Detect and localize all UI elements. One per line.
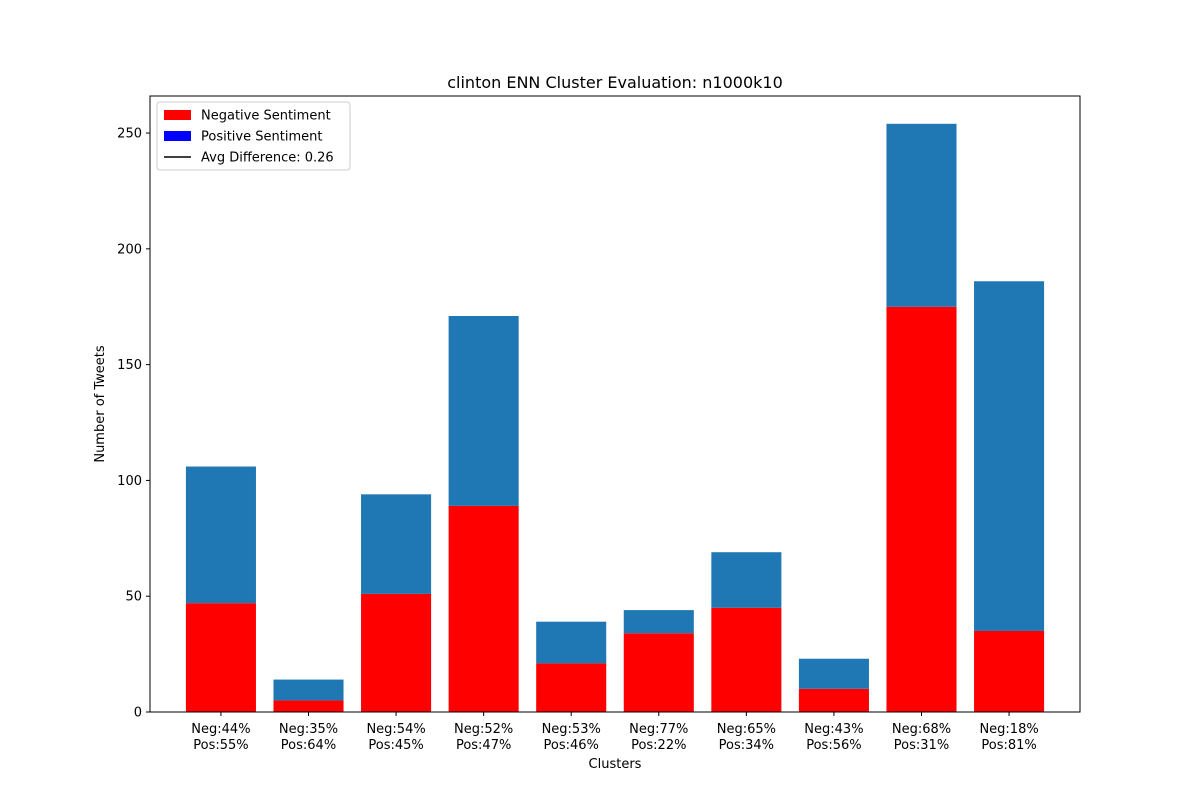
negative-bar-2 [273,700,344,712]
plot-frame [149,95,1081,713]
x-tick-label: Neg:53% Pos:46% [542,722,601,753]
x-axis-label: Clusters [589,757,642,772]
chart-title: clinton ENN Cluster Evaluation: n1000k10 [447,73,783,92]
y-tick-label: 200 [117,242,142,257]
negative-bar-10 [974,630,1045,712]
x-tick-label: Neg:54% Pos:45% [366,722,425,753]
legend-label-negative-sentiment: Negative Sentiment [201,109,331,124]
y-tick-label: 150 [117,358,142,373]
legend-swatch-positive-sentiment [164,131,191,141]
legend-label-avg-difference-0-26: Avg Difference: 0.26 [201,151,334,166]
x-tick-label: Neg:35% Pos:64% [279,722,338,753]
positive-bar-5 [536,621,607,664]
positive-bar-6 [623,610,694,634]
y-axis-label: Number of Tweets [93,345,108,463]
x-tick-label: Neg:18% Pos:81% [979,722,1038,753]
x-tick-label: Neg:77% Pos:22% [629,722,688,753]
x-tick-label: Neg:65% Pos:34% [717,722,776,753]
negative-bar-7 [711,607,782,712]
x-tick-label: Neg:43% Pos:56% [804,722,863,753]
legend-swatch-negative-sentiment [164,110,191,120]
negative-bar-1 [185,603,256,712]
positive-bar-1 [185,466,256,604]
positive-bar-10 [974,281,1045,631]
y-tick-label: 0 [134,706,142,721]
negative-bar-5 [536,663,607,712]
x-tick-label: Neg:68% Pos:31% [892,722,951,753]
y-tick-label: 100 [117,474,142,489]
negative-bar-6 [623,633,694,712]
y-tick-label: 50 [125,590,142,605]
positive-bar-8 [798,658,869,689]
positive-bar-9 [886,123,957,307]
legend: Negative Sentiment Positive Sentiment Avg … [156,101,351,171]
negative-bar-8 [798,688,869,712]
y-tick-label: 250 [117,127,142,142]
x-tick-label: Neg:44% Pos:55% [191,722,250,753]
negative-bar-4 [448,505,519,712]
legend-label-positive-sentiment: Positive Sentiment [201,130,322,145]
plot-area: 0 50 100 150 200 250 Neg:44% Pos:55% Neg:35% Pos:… [117,95,1081,753]
positive-bar-7 [711,552,782,608]
x-tick-label: Neg:52% Pos:47% [454,722,513,753]
positive-bar-4 [448,316,519,506]
negative-bar-3 [361,593,432,712]
positive-bar-3 [361,494,432,594]
legend-box [156,101,351,171]
negative-bar-9 [886,306,957,712]
positive-bar-2 [273,679,344,701]
